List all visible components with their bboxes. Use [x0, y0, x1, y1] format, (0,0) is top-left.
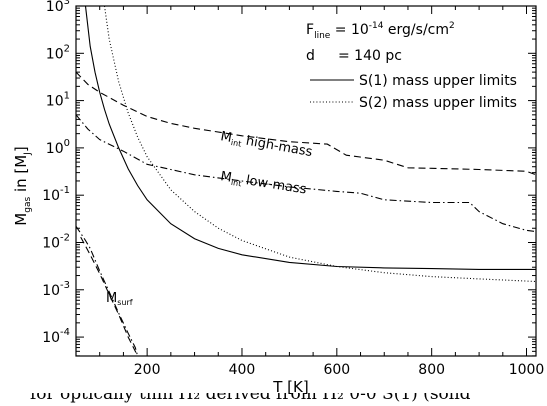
series-m-int-high-mass-line: [76, 71, 536, 176]
series-layer: [76, 6, 536, 356]
legend: Fline = 10-14 erg/s/cm2 d = 140 pc S(1) m…: [306, 21, 517, 111]
y-tick-label: 10-4: [42, 327, 70, 346]
y-tick-label: 103: [46, 0, 70, 15]
legend-label-s1: S(1) mass upper limits: [359, 73, 517, 89]
annotation-mint-high: Mint high-mass: [219, 129, 314, 161]
annotation-msurf: Msurf: [106, 291, 133, 307]
ticks-layer: 200 400 600 800 1000 10-4 10-3 10-2 10-1 100 101 10…: [42, 0, 544, 378]
y-axis-title: Mgas in [MJ]: [12, 146, 33, 225]
y-tick-label: 10-3: [42, 280, 70, 299]
series-m-int-low-mass-line: [76, 114, 536, 233]
y-tick-label: 10-1: [42, 185, 70, 204]
y-tick-label: 102: [46, 43, 70, 62]
series-m-surf-line: [76, 225, 139, 356]
y-tick-label: 10-2: [42, 232, 70, 251]
series-s-1-mass-upper-limits-line: [84, 6, 536, 270]
x-tick-label: 800: [418, 362, 445, 378]
series-s-2-mass-upper-limits-line: [103, 6, 536, 283]
caption-fragment: for optically thin H₂ derived from H₂ 0-…: [30, 393, 471, 404]
x-tick-label: 1000: [509, 362, 545, 378]
y-tick-label: 101: [46, 91, 70, 110]
x-tick-label: 600: [323, 362, 350, 378]
x-axis-title: T [K]: [272, 378, 308, 396]
x-tick-label: 400: [229, 362, 256, 378]
x-tick-label: 200: [134, 362, 161, 378]
series-m-surf-line: [80, 236, 139, 356]
y-tick-label: 100: [46, 138, 70, 157]
legend-param-fline: Fline = 10-14 erg/s/cm2: [306, 21, 455, 41]
legend-label-s2: S(2) mass upper limits: [359, 95, 517, 111]
legend-param-distance: d = 140 pc: [306, 48, 402, 64]
annotation-mint-low: Mint low-mass: [219, 169, 308, 198]
